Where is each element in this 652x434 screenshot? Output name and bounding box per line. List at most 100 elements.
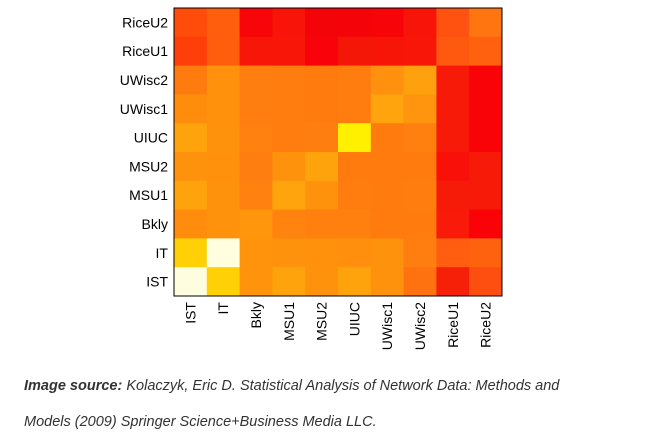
- heatmap-cell-RiceU2-MSU2: [305, 8, 339, 38]
- heatmap-cell-Bkly-IST: [174, 209, 208, 239]
- heatmap-cell-RiceU1-MSU1: [272, 36, 306, 66]
- x-tick-label: MSU1: [281, 302, 297, 341]
- heatmap-cell-IT-Bkly: [239, 238, 273, 268]
- heatmap-cell-UWisc1-UWisc2: [403, 94, 437, 124]
- image-source-caption: Image source: Kolaczyk, Eric D. Statisti…: [24, 378, 634, 394]
- heatmap-cell-UWisc2-UIUC: [338, 65, 372, 95]
- heatmap-cell-UWisc2-MSU2: [305, 65, 339, 95]
- x-tick-label: IT: [215, 302, 231, 315]
- heatmap-cell-UIUC-UWisc1: [370, 123, 404, 153]
- heatmap-cell-IT-MSU1: [272, 238, 306, 268]
- x-tick-label: Bkly: [248, 302, 264, 328]
- heatmap-cell-MSU2-MSU1: [272, 152, 306, 182]
- y-tick-label: Bkly: [142, 216, 168, 232]
- heatmap-cell-IST-MSU2: [305, 267, 339, 297]
- heatmap-cell-MSU2-UWisc2: [403, 152, 437, 182]
- heatmap-cell-IT-IST: [174, 238, 208, 268]
- heatmap-cell-RiceU2-UWisc1: [370, 8, 404, 38]
- heatmap-cell-IT-UWisc2: [403, 238, 437, 268]
- heatmap-cell-UWisc1-RiceU1: [436, 94, 470, 124]
- heatmap-cell-MSU1-MSU1: [272, 180, 306, 210]
- heatmap-cell-IST-UWisc2: [403, 267, 437, 297]
- heatmap-cell-RiceU2-UWisc2: [403, 8, 437, 38]
- heatmap-cell-UWisc1-MSU1: [272, 94, 306, 124]
- heatmap-cell-IST-RiceU1: [436, 267, 470, 297]
- heatmap-cell-IT-UWisc1: [370, 238, 404, 268]
- heatmap-cell-MSU1-IST: [174, 180, 208, 210]
- heatmap-cell-UWisc2-UWisc2: [403, 65, 437, 95]
- heatmap-cell-MSU1-Bkly: [239, 180, 273, 210]
- heatmap-cell-IST-Bkly: [239, 267, 273, 297]
- heatmap-cell-MSU1-RiceU2: [469, 180, 503, 210]
- x-tick-label: RiceU2: [478, 302, 494, 348]
- heatmap-cell-MSU1-MSU2: [305, 180, 339, 210]
- heatmap-cell-RiceU2-UIUC: [338, 8, 372, 38]
- heatmap-cell-MSU2-MSU2: [305, 152, 339, 182]
- heatmap-cell-MSU2-IT: [206, 152, 240, 182]
- heatmap-cell-MSU2-UWisc1: [370, 152, 404, 182]
- x-tick-label: UWisc1: [379, 302, 395, 350]
- x-tick-label: UIUC: [346, 302, 362, 336]
- heatmap-cell-UWisc2-MSU1: [272, 65, 306, 95]
- heatmap-cell-MSU2-RiceU2: [469, 152, 503, 182]
- y-tick-label: UWisc2: [120, 72, 168, 88]
- heatmap-cell-UIUC-UIUC: [338, 123, 372, 153]
- heatmap-cell-UWisc1-Bkly: [239, 94, 273, 124]
- heatmap-cell-UIUC-MSU1: [272, 123, 306, 153]
- heatmap-cell-MSU2-Bkly: [239, 152, 273, 182]
- heatmap-cell-IST-UWisc1: [370, 267, 404, 297]
- heatmap-cell-UWisc2-RiceU2: [469, 65, 503, 95]
- heatmap-cell-IST-UIUC: [338, 267, 372, 297]
- heatmap-cell-UWisc1-IST: [174, 94, 208, 124]
- x-tick-label: IST: [182, 302, 198, 324]
- heatmap-cell-UWisc1-UWisc1: [370, 94, 404, 124]
- heatmap-chart: RiceU2 RiceU1 UWisc2 UWisc1 UIUC MSU2 MSU1 Bkly…: [120, 7, 503, 350]
- y-tick-label: IST: [146, 274, 168, 290]
- heatmap-cell-MSU2-UIUC: [338, 152, 372, 182]
- plot-frame: [173, 7, 503, 297]
- heatmap-cell-UIUC-RiceU2: [469, 123, 503, 153]
- x-tick-label: MSU2: [314, 302, 330, 341]
- image-source-label: Image source:: [24, 378, 123, 394]
- heatmap-cell-RiceU2-MSU1: [272, 8, 306, 38]
- heatmap-cell-RiceU2-IST: [174, 8, 208, 38]
- heatmap-cell-MSU2-RiceU1: [436, 152, 470, 182]
- heatmap-cell-RiceU1-Bkly: [239, 36, 273, 66]
- heatmap-cell-IT-IT: [206, 238, 240, 268]
- heatmap-cell-UWisc2-Bkly: [239, 65, 273, 95]
- y-tick-label: MSU2: [129, 158, 168, 174]
- heatmap-cell-RiceU1-UWisc1: [370, 36, 404, 66]
- heatmap-cell-RiceU2-IT: [206, 8, 240, 38]
- y-tick-label: MSU1: [129, 187, 168, 203]
- heatmap-cell-UWisc2-RiceU1: [436, 65, 470, 95]
- heatmap-cell-Bkly-IT: [206, 209, 240, 239]
- heatmap-cell-RiceU1-RiceU2: [469, 36, 503, 66]
- heatmap-cell-UWisc1-IT: [206, 94, 240, 124]
- heatmap-cell-RiceU2-Bkly: [239, 8, 273, 38]
- heatmap-cell-RiceU1-RiceU1: [436, 36, 470, 66]
- heatmap-cell-RiceU2-RiceU2: [469, 8, 503, 38]
- heatmap-cell-UWisc2-IST: [174, 65, 208, 95]
- heatmap-cell-UWisc1-UIUC: [338, 94, 372, 124]
- heatmap-cell-IT-RiceU1: [436, 238, 470, 268]
- heatmap-cell-IST-IST: [174, 267, 208, 297]
- heatmap-cell-RiceU2-RiceU1: [436, 8, 470, 38]
- y-tick-label: UWisc1: [120, 101, 168, 117]
- heatmap-cell-Bkly-RiceU1: [436, 209, 470, 239]
- heatmap-cell-UIUC-RiceU1: [436, 123, 470, 153]
- heatmap-cell-RiceU1-UIUC: [338, 36, 372, 66]
- heatmap-cell-UIUC-IT: [206, 123, 240, 153]
- heatmap-cell-UWisc2-IT: [206, 65, 240, 95]
- heatmap-cell-Bkly-UWisc2: [403, 209, 437, 239]
- heatmap-cell-Bkly-Bkly: [239, 209, 273, 239]
- y-tick-label: RiceU2: [122, 14, 168, 30]
- heatmap-cell-Bkly-MSU2: [305, 209, 339, 239]
- heatmap-cell-UWisc1-MSU2: [305, 94, 339, 124]
- heatmap-cell-IT-UIUC: [338, 238, 372, 268]
- x-tick-label: UWisc2: [412, 302, 428, 350]
- heatmap-cell-RiceU1-IST: [174, 36, 208, 66]
- heatmap-cell-IST-IT: [206, 267, 240, 297]
- heatmap-cell-RiceU1-IT: [206, 36, 240, 66]
- heatmap-cell-UIUC-Bkly: [239, 123, 273, 153]
- heatmap-cell-MSU2-IST: [174, 152, 208, 182]
